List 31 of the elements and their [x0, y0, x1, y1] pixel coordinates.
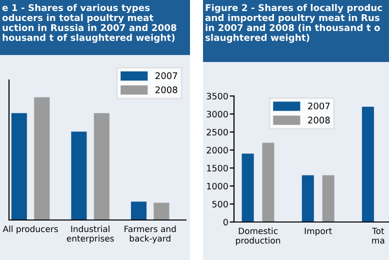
bar [71, 132, 87, 220]
y-tick-label: 2500 [206, 128, 228, 136]
y-tick-label: 1500 [207, 164, 228, 172]
bar [154, 202, 170, 220]
x-tick-label: Farmers and back-yard [124, 226, 176, 244]
y-tick-label: 1000 [207, 182, 228, 190]
x-tick-label: All producers [2, 226, 58, 234]
chart-title: e 1 - Shares of various types oducers in total poultry meat uction in Russia in 2007 and 2008 housand t of slaughtered weight) [2, 4, 176, 43]
x-tick-label: Import [304, 228, 332, 236]
bar [130, 202, 147, 220]
x-tick-label: Domestic production [236, 228, 280, 246]
legend-label: 2007 [156, 72, 178, 80]
bar [322, 175, 334, 222]
bar [94, 113, 110, 220]
bar [242, 154, 254, 222]
bar [34, 97, 50, 220]
bar [302, 175, 314, 222]
legend-label: 2008 [156, 86, 178, 94]
legend-label: 2008 [308, 116, 330, 124]
y-tick-label: 3500 [206, 92, 228, 100]
bar [362, 106, 374, 222]
y-tick-label: 2000 [206, 146, 228, 154]
legend-label: 2007 [308, 102, 330, 110]
x-tick-label: Industrial enterprises [66, 226, 114, 244]
y-tick-label: 500 [212, 200, 228, 208]
x-tick-label: Tot ma [372, 228, 384, 244]
bar [262, 142, 274, 222]
y-tick-label: 3000 [206, 110, 228, 118]
chart-title: Figure 2 - Shares of locally produc and imported poultry meat in Rus in 2007 and 2008 (in thousand t o slaughtered weight) [205, 4, 382, 43]
bar [11, 113, 27, 220]
y-tick-label: 0 [223, 218, 228, 226]
